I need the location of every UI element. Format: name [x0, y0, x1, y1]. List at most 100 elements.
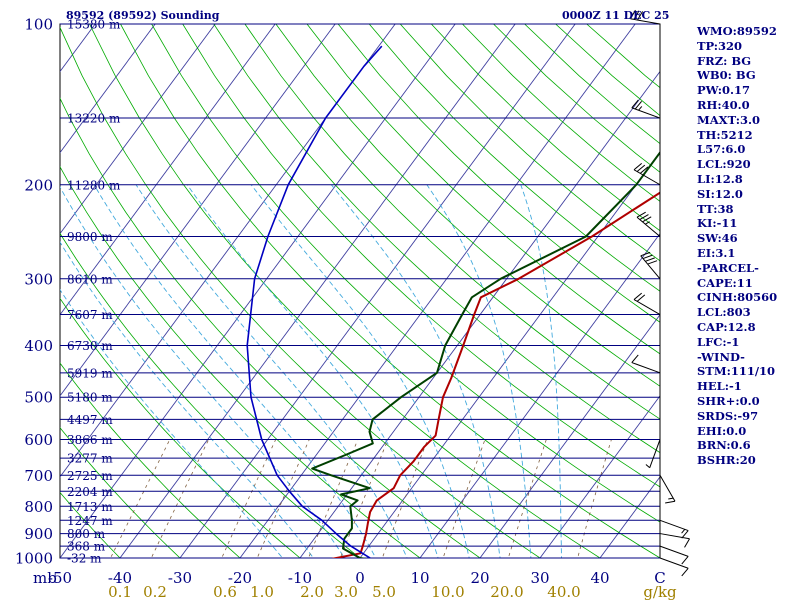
- height-label: 13220 m: [67, 112, 121, 126]
- dry-adiabat-line: [60, 427, 181, 558]
- index-row: TH:5212: [697, 127, 753, 142]
- index-row: EHI:0.0: [697, 423, 747, 438]
- wind-barb: [633, 292, 661, 315]
- wind-barb: [659, 475, 676, 504]
- index-row: CINH:80560: [697, 290, 778, 305]
- mixing-ratio-label: 40.0: [547, 583, 580, 600]
- chart-title: 89592 (89592) Sounding: [66, 9, 220, 22]
- dry-adiabat-line: [399, 24, 660, 262]
- temperature-tick-label: C: [654, 569, 665, 587]
- moist-adiabat-line: [331, 184, 501, 558]
- wind-barb-shaft: [659, 533, 690, 540]
- isotherm-line: [119, 24, 516, 558]
- mixing-ratio-line: [381, 439, 429, 558]
- parcel-line: [246, 45, 383, 558]
- plot-border: [59, 23, 661, 559]
- wind-barb-flag: [681, 530, 689, 539]
- dry-adiabat-line: [89, 24, 601, 558]
- pressure-label: 200: [24, 176, 53, 194]
- pressure-label: 900: [24, 525, 53, 543]
- index-row: -WIND-: [697, 349, 745, 364]
- dry-adiabat-line: [60, 297, 301, 558]
- wind-barb-flag: [633, 10, 640, 20]
- pressure-label: 100: [24, 16, 53, 34]
- temperature-tick-label: -20: [228, 569, 252, 587]
- index-row: -PARCEL-: [697, 260, 759, 275]
- wind-barb-flag: [631, 99, 639, 109]
- pressure-unit-label: mb: [33, 569, 57, 587]
- pressure-label: 600: [24, 431, 53, 449]
- mixing-ratio-line: [150, 439, 210, 558]
- dry-adiabat-line: [244, 24, 660, 420]
- wind-barb-flag: [665, 500, 676, 504]
- index-row: FRZ: BG: [697, 53, 752, 68]
- height-label: 5919 m: [67, 366, 113, 380]
- chart-time: 0000Z 11 DEC 25: [562, 9, 670, 22]
- wind-barb-flag: [640, 251, 651, 257]
- moist-adiabat-line: [426, 184, 532, 558]
- dry-adiabat-line: [182, 24, 660, 488]
- index-row: SRDS:-97: [697, 408, 759, 423]
- wind-barb-flag: [636, 164, 646, 172]
- wind-barb-shaft: [659, 545, 689, 557]
- height-label: 3866 m: [67, 433, 113, 447]
- index-row: BSHR:20: [697, 453, 756, 468]
- wind-barb-flag: [668, 497, 674, 500]
- mixing-ratio-label: 20.0: [490, 583, 523, 600]
- wind-barb: [659, 557, 689, 577]
- index-row: HEL:-1: [697, 379, 742, 394]
- wind-barb-flag: [631, 354, 639, 363]
- wind-barb-shaft: [659, 475, 676, 502]
- isotherm-line: [60, 24, 276, 316]
- wind-barb-shaft: [633, 169, 661, 186]
- wind-barb-flag: [681, 567, 689, 577]
- dry-adiabat-line: [60, 491, 121, 558]
- height-label: 15380 m: [67, 18, 121, 32]
- dry-adiabat-line: [306, 24, 660, 355]
- wind-barb-flag: [645, 257, 655, 262]
- temperature-tick-label: 40: [590, 569, 609, 587]
- temperature-tick-label: 10: [410, 569, 429, 587]
- isotherm-line: [60, 24, 216, 235]
- mixing-ratio-line: [110, 439, 171, 558]
- index-row: SW:46: [697, 231, 738, 246]
- index-row: LFC:-1: [697, 334, 740, 349]
- wind-barb: [645, 439, 661, 469]
- wind-barb-flag: [645, 464, 651, 469]
- moist-adiabat-line: [60, 186, 346, 558]
- temperature-line: [331, 191, 660, 558]
- wind-barb-flag: [637, 11, 643, 21]
- mixing-ratio-label: 5.0: [372, 583, 396, 600]
- temperature-tick-label: 0: [355, 569, 365, 587]
- index-row: STM:111/10: [697, 364, 776, 379]
- wind-barb-shaft: [649, 439, 661, 468]
- index-row: WB0: BG: [697, 68, 756, 83]
- wind-barb: [636, 211, 661, 237]
- mixing-ratio-label: 0.6: [213, 583, 237, 600]
- moist-adiabat-line: [60, 288, 284, 558]
- wind-barb: [630, 9, 661, 25]
- index-row: SI:12.0: [697, 186, 743, 201]
- isotherm-line: [60, 24, 156, 154]
- temperature-tick-label: -50: [48, 569, 72, 587]
- wind-profile: [630, 9, 690, 577]
- wind-barb-flag: [681, 529, 686, 534]
- index-row: TP:320: [697, 38, 743, 53]
- isotherm-line: [299, 70, 660, 558]
- height-label: 9800 m: [67, 230, 113, 244]
- height-label: 7607 m: [67, 308, 113, 322]
- moist-adiabat-line: [60, 241, 314, 558]
- index-row: WMO:89592: [697, 24, 777, 38]
- wind-barb-flag: [684, 538, 690, 548]
- index-row: LI:12.8: [697, 171, 743, 186]
- height-label: 800 m: [67, 527, 106, 541]
- profile-series: [246, 45, 660, 558]
- mixing-ratio-line: [577, 439, 612, 558]
- height-label: 1247 m: [67, 514, 113, 528]
- height-label: 4497 m: [67, 413, 113, 427]
- axis-labels: 15380 m 13220 m 11280 m 9800 m 8610 m 7607 m 6…: [15, 16, 677, 600]
- wind-barb: [659, 545, 689, 565]
- wind-barb-flag: [634, 101, 643, 110]
- mixing-ratio-line: [221, 439, 277, 558]
